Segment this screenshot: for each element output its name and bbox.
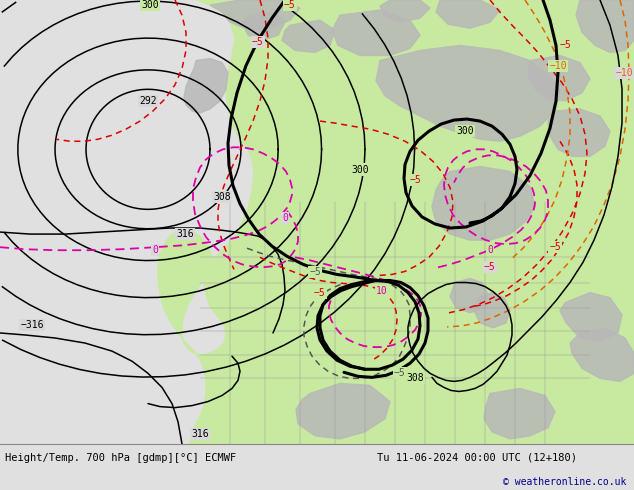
Text: 300: 300 <box>351 165 369 174</box>
Polygon shape <box>210 0 300 30</box>
Polygon shape <box>450 278 488 313</box>
Text: 300: 300 <box>456 126 474 136</box>
Polygon shape <box>296 383 390 439</box>
Polygon shape <box>380 0 430 22</box>
Text: −5: −5 <box>549 242 561 252</box>
Polygon shape <box>282 20 335 52</box>
Text: −5: −5 <box>252 37 264 48</box>
Text: −5: −5 <box>559 40 571 50</box>
Text: −5: −5 <box>314 288 326 297</box>
Text: −10: −10 <box>615 68 633 77</box>
Text: 316: 316 <box>176 229 194 239</box>
Text: © weatheronline.co.uk: © weatheronline.co.uk <box>503 477 626 487</box>
Text: −5: −5 <box>284 0 296 10</box>
Text: −5: −5 <box>394 368 406 378</box>
Text: 308: 308 <box>213 192 231 202</box>
Polygon shape <box>332 10 420 55</box>
Text: 292: 292 <box>139 96 157 106</box>
Polygon shape <box>548 109 610 156</box>
Text: −5: −5 <box>409 174 421 185</box>
Polygon shape <box>184 58 228 113</box>
Text: 10: 10 <box>376 286 388 295</box>
Text: 300: 300 <box>141 0 158 10</box>
Polygon shape <box>570 328 634 381</box>
Text: −316: −316 <box>20 320 44 330</box>
Polygon shape <box>528 55 590 101</box>
Text: Height/Temp. 700 hPa [gdmp][°C] ECMWF: Height/Temp. 700 hPa [gdmp][°C] ECMWF <box>5 453 236 463</box>
Text: 0: 0 <box>487 245 493 255</box>
Polygon shape <box>376 46 560 141</box>
Text: Tu 11-06-2024 00:00 UTC (12+180): Tu 11-06-2024 00:00 UTC (12+180) <box>377 453 577 463</box>
Text: 316: 316 <box>191 429 209 439</box>
Text: −5: −5 <box>484 262 496 272</box>
Polygon shape <box>484 389 555 439</box>
Text: −5: −5 <box>309 268 321 277</box>
Polygon shape <box>432 167 535 240</box>
Text: −10: −10 <box>549 61 567 71</box>
Text: 0: 0 <box>282 213 288 223</box>
Text: 0: 0 <box>152 245 158 255</box>
Polygon shape <box>242 12 285 40</box>
Polygon shape <box>436 0 500 28</box>
Polygon shape <box>560 293 622 341</box>
Polygon shape <box>158 0 634 444</box>
Text: 308: 308 <box>406 373 424 383</box>
Polygon shape <box>474 293 510 328</box>
Polygon shape <box>576 0 634 52</box>
